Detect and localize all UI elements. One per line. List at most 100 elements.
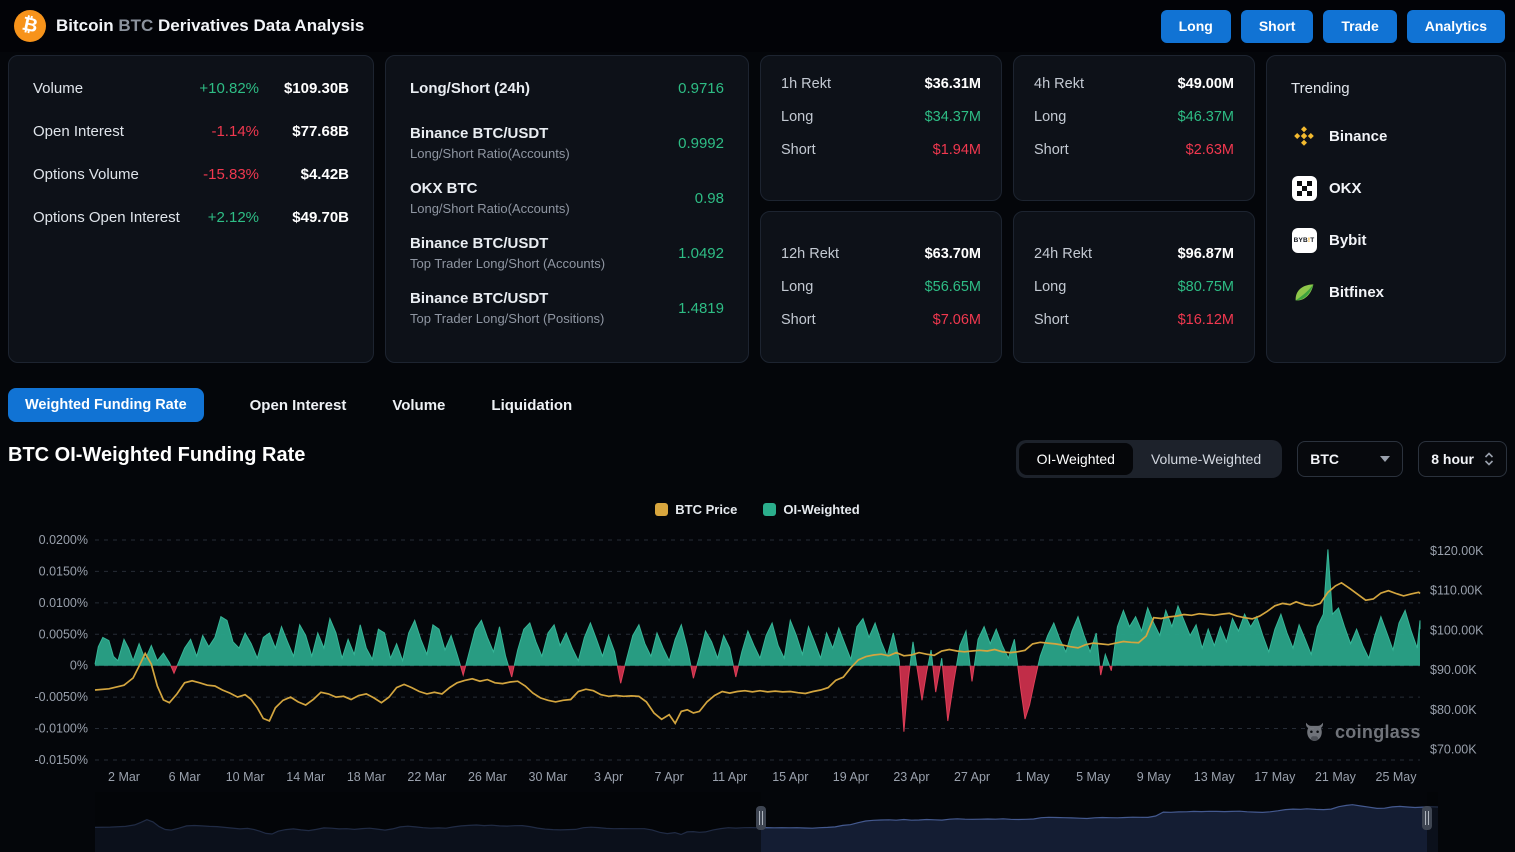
- brand: ₿ Bitcoin BTC Derivatives Data Analysis: [14, 10, 364, 42]
- rekt-total: $96.87M: [1178, 246, 1234, 262]
- rekt-short-label: Short: [1034, 312, 1069, 328]
- symbol-select[interactable]: BTC: [1297, 441, 1403, 477]
- trending-item-bitfinex[interactable]: Bitfinex: [1291, 279, 1481, 305]
- bybit-icon: BYB!T: [1291, 227, 1317, 253]
- stat-label: Options Open Interest: [33, 209, 189, 226]
- page-title: Bitcoin BTC Derivatives Data Analysis: [56, 16, 364, 36]
- ratio-subtitle: Long/Short Ratio(Accounts): [410, 201, 695, 216]
- svg-text:10 Mar: 10 Mar: [226, 770, 265, 784]
- navigator-handle[interactable]: [756, 806, 766, 830]
- svg-text:$80.00K: $80.00K: [1430, 703, 1477, 717]
- rekt-long-value: $56.65M: [925, 279, 981, 295]
- bitfinex-icon: [1291, 279, 1317, 305]
- rekt-total: $63.70M: [925, 246, 981, 262]
- svg-text:30 Mar: 30 Mar: [529, 770, 568, 784]
- svg-text:-0.0100%: -0.0100%: [34, 722, 88, 736]
- svg-text:15 Apr: 15 Apr: [772, 770, 808, 784]
- rekt-short-value: $7.06M: [933, 312, 981, 328]
- chart-tabs: Weighted Funding Rate Open Interest Volu…: [8, 388, 572, 422]
- exchange-name: Bybit: [1329, 232, 1367, 249]
- rekt-title: 4h Rekt: [1034, 76, 1084, 92]
- svg-text:27 Apr: 27 Apr: [954, 770, 990, 784]
- app-root: ₿ Bitcoin BTC Derivatives Data Analysis …: [0, 0, 1515, 852]
- long-short-ratio-card: Long/Short (24h) 0.9716 Binance BTC/USDT…: [385, 55, 749, 363]
- tab-open-interest[interactable]: Open Interest: [250, 397, 347, 414]
- svg-text:-0.0050%: -0.0050%: [34, 690, 88, 704]
- svg-text:6 Mar: 6 Mar: [169, 770, 201, 784]
- stat-label: Open Interest: [33, 123, 189, 140]
- svg-text:11 Apr: 11 Apr: [712, 770, 747, 784]
- svg-text:0.0100%: 0.0100%: [39, 596, 88, 610]
- short-button[interactable]: Short: [1241, 10, 1314, 43]
- svg-text:17 May: 17 May: [1254, 770, 1296, 784]
- trending-card: Trending Binance OKX BYB!T: [1266, 55, 1506, 363]
- trade-button[interactable]: Trade: [1323, 10, 1396, 43]
- exchange-name: Binance: [1329, 128, 1387, 145]
- header-actions: Long Short Trade Analytics: [1161, 10, 1505, 43]
- svg-text:0.0050%: 0.0050%: [39, 627, 88, 641]
- toggle-oi-weighted[interactable]: OI-Weighted: [1019, 443, 1133, 475]
- ratio-value: 1.4819: [678, 300, 724, 317]
- ratio-title: OKX BTC: [410, 180, 695, 197]
- interval-select[interactable]: 8 hour: [1418, 441, 1507, 477]
- rekt-short-label: Short: [781, 142, 816, 158]
- rekt-short-label: Short: [1034, 142, 1069, 158]
- trending-title: Trending: [1291, 80, 1481, 97]
- rekt-card-1h: 1h Rekt$36.31M Long$34.37M Short$1.94M: [760, 55, 1002, 201]
- ratio-subtitle: Top Trader Long/Short (Accounts): [410, 256, 678, 271]
- rekt-title: 1h Rekt: [781, 76, 831, 92]
- svg-text:23 Apr: 23 Apr: [893, 770, 929, 784]
- analytics-button[interactable]: Analytics: [1407, 10, 1505, 43]
- title-coin: Bitcoin: [56, 16, 114, 35]
- ratio-value: 0.98: [695, 190, 724, 207]
- ratio-value: 0.9716: [678, 80, 724, 97]
- svg-text:13 May: 13 May: [1194, 770, 1236, 784]
- stat-change: -1.14%: [189, 123, 259, 140]
- svg-text:$90.00K: $90.00K: [1430, 663, 1477, 677]
- long-button[interactable]: Long: [1161, 10, 1231, 43]
- rekt-long-value: $34.37M: [925, 109, 981, 125]
- rekt-total: $49.00M: [1178, 76, 1234, 92]
- watermark-text: coinglass: [1335, 722, 1421, 743]
- svg-text:7 Apr: 7 Apr: [655, 770, 684, 784]
- okx-icon: [1291, 175, 1317, 201]
- chevron-down-icon: [1380, 456, 1390, 462]
- rekt-long-value: $46.37M: [1178, 109, 1234, 125]
- rekt-long-label: Long: [1034, 109, 1066, 125]
- stat-value: $49.70B: [259, 209, 349, 226]
- rekt-short-value: $16.12M: [1178, 312, 1234, 328]
- stat-value: $4.42B: [259, 166, 349, 183]
- header: ₿ Bitcoin BTC Derivatives Data Analysis …: [0, 0, 1515, 52]
- tab-weighted-funding-rate[interactable]: Weighted Funding Rate: [8, 388, 204, 422]
- trending-item-bybit[interactable]: BYB!T Bybit: [1291, 227, 1481, 253]
- toggle-volume-weighted[interactable]: Volume-Weighted: [1133, 443, 1279, 475]
- interval-select-value: 8 hour: [1431, 451, 1474, 467]
- symbol-select-value: BTC: [1310, 451, 1339, 467]
- svg-text:14 Mar: 14 Mar: [286, 770, 325, 784]
- ratio-subtitle: Top Trader Long/Short (Positions): [410, 311, 678, 326]
- title-ticker: BTC: [118, 16, 153, 35]
- tab-liquidation[interactable]: Liquidation: [491, 397, 572, 414]
- svg-text:0.0200%: 0.0200%: [39, 533, 88, 547]
- section-title: BTC OI-Weighted Funding Rate: [8, 444, 305, 467]
- trending-item-okx[interactable]: OKX: [1291, 175, 1481, 201]
- rekt-long-value: $80.75M: [1178, 279, 1234, 295]
- tab-volume[interactable]: Volume: [392, 397, 445, 414]
- svg-text:0.0150%: 0.0150%: [39, 564, 88, 578]
- ratio-title: Binance BTC/USDT: [410, 235, 678, 252]
- coinglass-watermark: coinglass: [1302, 720, 1421, 745]
- trending-item-binance[interactable]: Binance: [1291, 123, 1481, 149]
- stat-row-options-open-interest: Options Open Interest +2.12% $49.70B: [33, 209, 349, 226]
- svg-text:9 May: 9 May: [1137, 770, 1172, 784]
- rekt-card-4h: 4h Rekt$49.00M Long$46.37M Short$2.63M: [1013, 55, 1255, 201]
- ratio-value: 1.0492: [678, 245, 724, 262]
- rekt-card-12h: 12h Rekt$63.70M Long$56.65M Short$7.06M: [760, 211, 1002, 363]
- navigator-handle[interactable]: [1422, 806, 1432, 830]
- ratio-value: 0.9992: [678, 135, 724, 152]
- svg-text:26 Mar: 26 Mar: [468, 770, 507, 784]
- chevron-up-down-icon: [1484, 451, 1494, 467]
- ratio-row: Binance BTC/USDT Long/Short Ratio(Accoun…: [410, 125, 724, 161]
- rekt-long-label: Long: [781, 109, 813, 125]
- exchange-name: OKX: [1329, 180, 1362, 197]
- rekt-column-2: 4h Rekt$49.00M Long$46.37M Short$2.63M 2…: [1013, 55, 1255, 363]
